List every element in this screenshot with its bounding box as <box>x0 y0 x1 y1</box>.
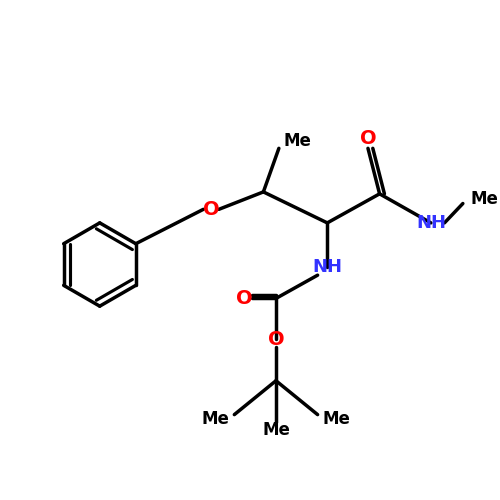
Text: Me: Me <box>202 410 230 428</box>
Text: O: O <box>236 289 252 308</box>
Text: Me: Me <box>262 421 290 439</box>
Text: Me: Me <box>322 410 350 428</box>
Text: NH: NH <box>312 258 342 276</box>
Text: Me: Me <box>284 132 312 150</box>
Text: Me: Me <box>470 190 498 208</box>
Text: NH: NH <box>416 214 446 232</box>
Text: O: O <box>360 129 376 148</box>
Text: O: O <box>203 200 220 219</box>
Text: O: O <box>268 330 284 348</box>
